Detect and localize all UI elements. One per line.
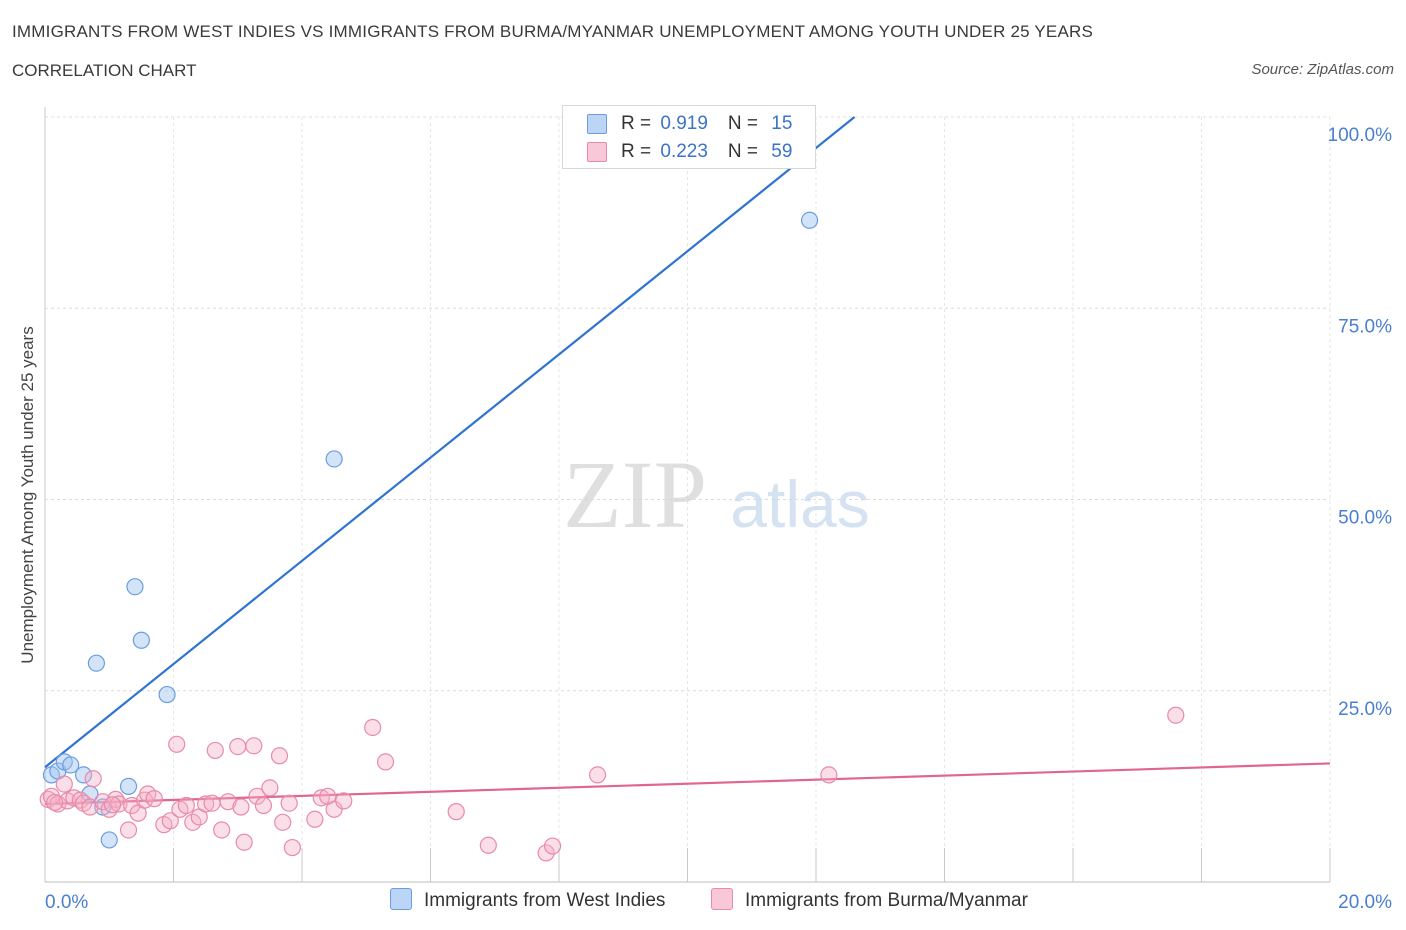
burma-point-49	[376, 753, 395, 771]
watermark-zip: ZIP	[563, 441, 707, 548]
burma-point-33	[232, 798, 250, 816]
x-tick-label-start: 0.0%	[45, 892, 88, 913]
trend-layer	[44, 116, 1331, 806]
burma-point-56	[1167, 706, 1185, 724]
burma-point-6	[71, 791, 89, 809]
west-indies-point-9	[119, 777, 138, 795]
west-indies-n: 15	[771, 113, 793, 134]
tick-label-layer: 25.0% 50.0% 75.0% 100.0% 0.0% 20.0%	[45, 125, 1392, 913]
stats-row-west-indies: R = 0.919 N = 15	[587, 111, 792, 137]
points-layer	[39, 211, 1185, 862]
burma-point-55	[820, 766, 838, 784]
west-indies-point-8	[100, 831, 118, 849]
burma-trend-line	[44, 762, 1331, 806]
burma-point-57	[46, 793, 64, 812]
west-indies-swatch	[587, 113, 607, 134]
burma-point-24	[177, 796, 195, 815]
y-tick-label-3: 100.0%	[1328, 125, 1393, 146]
west-indies-point-11	[132, 631, 150, 649]
burma-point-11	[100, 800, 118, 818]
burma-point-54	[588, 766, 607, 784]
west-indies-point-6	[87, 654, 106, 672]
legend-burma-label: Immigrants from Burma/Myanmar	[745, 890, 1028, 911]
burma-swatch	[587, 141, 607, 162]
legend-item-burma: Immigrants from Burma/Myanmar	[711, 888, 1028, 913]
watermark: ZIP atlas	[563, 441, 870, 548]
west-indies-point-14	[800, 211, 819, 229]
burma-point-35	[245, 737, 263, 755]
burma-point-40	[274, 813, 292, 831]
chart-title: IMMIGRANTS FROM WEST INDIES VS IMMIGRANT…	[12, 22, 1094, 41]
burma-point-44	[312, 789, 330, 807]
burma-point-14	[119, 821, 138, 839]
burma-point-19	[145, 790, 163, 808]
burma-point-47	[335, 792, 353, 810]
west-indies-point-13	[325, 450, 343, 468]
burma-point-37	[254, 796, 273, 815]
burma-point-30	[213, 821, 231, 839]
burma-point-27	[197, 795, 215, 813]
burma-point-32	[229, 737, 247, 756]
watermark-atlas: atlas	[730, 467, 869, 541]
west-indies-trend-line	[44, 116, 856, 769]
burma-point-43	[306, 810, 324, 828]
stats-row-burma: R = 0.223 N = 59	[587, 139, 792, 165]
west-indies-point-12	[158, 685, 176, 704]
burma-point-21	[161, 812, 179, 830]
burma-point-36	[248, 787, 266, 805]
burma-point-22	[168, 735, 186, 753]
burma-point-48	[364, 718, 382, 737]
stats-legend: R = 0.919 N = 15 R = 0.223 N = 59	[562, 105, 816, 169]
chart-subtitle: CORRELATION CHART	[12, 61, 197, 80]
y-tick-label-0: 25.0%	[1338, 699, 1392, 720]
axis-layer	[44, 107, 1331, 883]
burma-point-12	[107, 790, 125, 808]
west-indies-point-10	[126, 578, 144, 596]
burma-point-31	[219, 793, 237, 811]
burma-point-41	[280, 794, 298, 812]
legend-west-indies-label: Immigrants from West Indies	[424, 890, 666, 911]
legend-west-indies-swatch	[390, 888, 412, 911]
burma-point-9	[84, 770, 102, 788]
burma-point-53	[543, 837, 562, 855]
burma-point-34	[235, 833, 253, 851]
burma-point-51	[479, 836, 497, 854]
burma-point-42	[283, 838, 301, 857]
burma-point-58	[103, 796, 122, 814]
chart-source: Source: ZipAtlas.com	[1251, 61, 1394, 78]
west-indies-point-3	[62, 756, 80, 774]
west-indies-point-4	[74, 766, 93, 784]
x-tick-label-end: 20.0%	[1338, 892, 1392, 913]
legend-burma-swatch	[711, 888, 733, 911]
burma-point-39	[270, 747, 289, 765]
burma-r: 0.223	[660, 141, 708, 162]
west-indies-r: 0.919	[660, 113, 708, 134]
grid-layer	[45, 116, 1331, 882]
burma-point-52	[537, 844, 555, 862]
burma-point-13	[110, 795, 128, 813]
burma-point-29	[206, 741, 224, 760]
burma-point-50	[447, 803, 465, 821]
y-tick-label-2: 75.0%	[1338, 316, 1392, 337]
y-tick-label-1: 50.0%	[1338, 508, 1392, 529]
burma-point-8	[81, 798, 99, 816]
burma-n: 59	[771, 141, 793, 162]
burma-point-28	[203, 794, 221, 812]
legend-item-west-indies: Immigrants from West Indies	[390, 888, 666, 913]
burma-point-3	[55, 775, 73, 793]
burma-point-38	[261, 779, 279, 797]
